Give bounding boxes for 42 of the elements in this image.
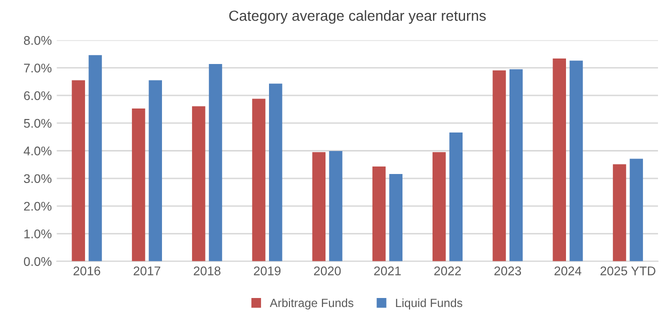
y-tick-label: 5.0% xyxy=(24,118,52,128)
x-tick-label: 2021 xyxy=(374,266,401,276)
y-tick-label: 1.0% xyxy=(24,229,52,238)
bar xyxy=(389,174,402,262)
bar xyxy=(329,151,342,262)
bar xyxy=(148,80,162,262)
y-tick-label: 4.0% xyxy=(24,146,52,156)
bar xyxy=(492,70,506,262)
y-tick-label: 8.0% xyxy=(24,36,52,45)
bar xyxy=(132,108,146,262)
x-tick-label: 2020 xyxy=(314,266,341,276)
x-tick-label: 2025 YTD xyxy=(600,266,656,276)
y-tick-label: 2.0% xyxy=(24,202,52,211)
x-tick-label: 2016 xyxy=(74,266,100,276)
bar xyxy=(269,84,282,262)
legend-label: Arbitrage Funds xyxy=(270,298,354,310)
x-tick-label: 2019 xyxy=(254,266,281,276)
bar xyxy=(509,69,523,262)
x-tick-label: 2023 xyxy=(494,266,522,276)
y-tick-label: 3.0% xyxy=(24,174,52,184)
x-tick-label: 2024 xyxy=(554,266,582,276)
bar xyxy=(552,58,566,262)
x-tick-label: 2018 xyxy=(194,266,220,276)
bar xyxy=(630,158,643,262)
bar xyxy=(312,152,326,262)
bar xyxy=(208,64,222,262)
bar xyxy=(432,152,446,262)
bar xyxy=(88,55,102,262)
bar xyxy=(612,164,626,262)
bar xyxy=(72,80,86,262)
bar xyxy=(192,106,206,262)
x-tick-label: 2017 xyxy=(134,266,160,276)
bar xyxy=(449,132,463,262)
y-tick-label: 0.0% xyxy=(24,257,52,266)
bar xyxy=(372,166,386,262)
legend-label: Liquid Funds xyxy=(396,298,462,310)
x-tick-label: 2022 xyxy=(434,266,461,276)
bar xyxy=(570,60,583,262)
y-tick-label: 7.0% xyxy=(24,64,52,72)
bar xyxy=(252,98,266,262)
chart-title: Category average calendar year returns xyxy=(229,10,486,24)
y-tick-label: 6.0% xyxy=(24,91,52,100)
